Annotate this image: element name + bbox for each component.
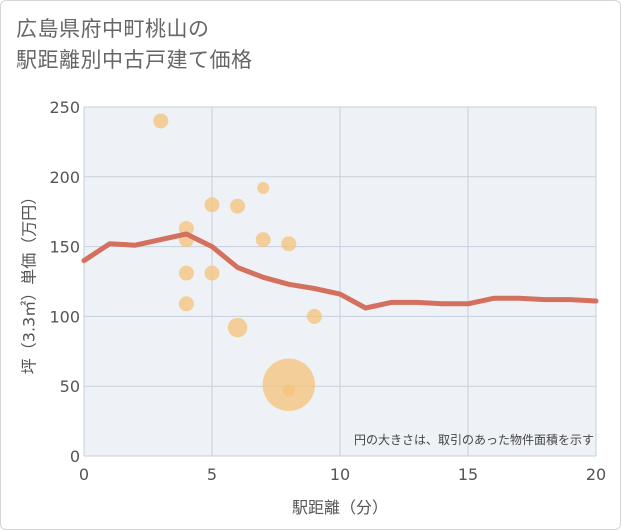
bubble-point: [255, 232, 271, 248]
y-tick-label: 50: [60, 377, 80, 396]
y-tick-label: 200: [49, 168, 80, 187]
bubble-point: [230, 198, 246, 214]
chart-title-line2: 駅距離別中古戸建て価格: [16, 48, 253, 72]
bubble-point: [257, 181, 270, 194]
chart-title: 広島県府中町桃山の 駅距離別中古戸建て価格: [16, 14, 253, 76]
bubble-point: [204, 265, 220, 281]
bubble-point: [306, 308, 322, 324]
bubble-point: [178, 296, 194, 312]
y-tick-label: 0: [70, 447, 80, 466]
bubble-point: [153, 113, 169, 129]
bubble-point: [282, 384, 295, 397]
bubble-series: [153, 113, 322, 412]
bubble-point: [281, 236, 297, 252]
bubble-point: [178, 220, 194, 236]
y-tick-label: 100: [49, 307, 80, 326]
y-tick-label: 150: [49, 238, 80, 257]
x-tick-label: 15: [458, 465, 478, 484]
y-tick-label: 250: [49, 98, 80, 117]
bubble-point: [227, 317, 248, 338]
bubble-point: [204, 197, 220, 213]
x-tick-label: 0: [79, 465, 89, 484]
trend-line: [81, 231, 599, 311]
bubble-size-note: 円の大きさは、取引のあった物件面積を示す: [354, 432, 594, 447]
x-tick-label: 10: [330, 465, 350, 484]
grid-lines: [83, 106, 597, 457]
y-axis-label: 坪（3.3㎡）単価（万円）: [20, 189, 39, 374]
x-tick-label: 5: [207, 465, 217, 484]
x-axis-label: 駅距離（分）: [292, 498, 388, 517]
x-tick-label: 20: [586, 465, 606, 484]
chart-title-line1: 広島県府中町桃山の: [16, 17, 210, 41]
bubble-point: [178, 265, 194, 281]
